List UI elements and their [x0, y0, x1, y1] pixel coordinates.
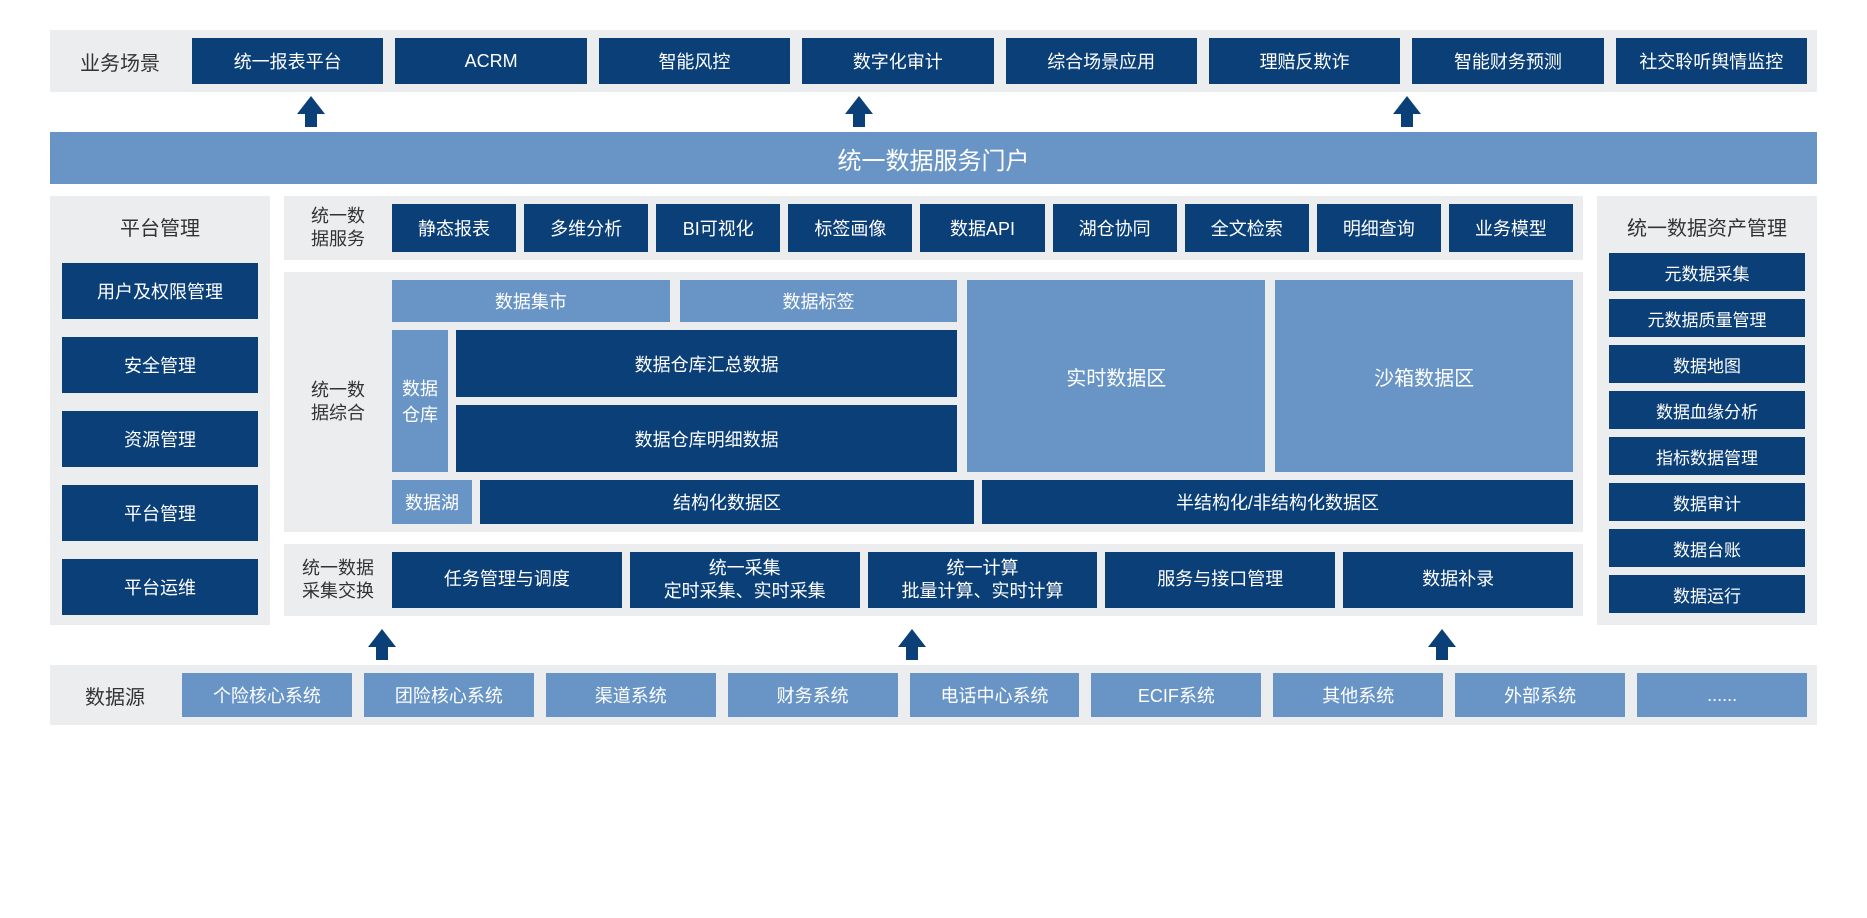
right-panel-item: 数据台账: [1609, 529, 1805, 567]
data-lake-label: 数据湖: [392, 480, 472, 524]
scenario-item: 智能风控: [599, 38, 790, 84]
left-panel-item: 平台运维: [62, 559, 258, 615]
platform-management-panel: 平台管理 用户及权限管理 安全管理 资源管理 平台管理 平台运维: [50, 196, 270, 625]
collect-item: 数据补录: [1343, 552, 1573, 608]
left-panel-item: 用户及权限管理: [62, 263, 258, 319]
collect-item: 统一采集 定时采集、实时采集: [630, 552, 860, 608]
warehouse-detail-box: 数据仓库明细数据: [456, 405, 957, 472]
right-panel-item: 数据运行: [1609, 575, 1805, 613]
left-panel-item: 资源管理: [62, 411, 258, 467]
right-panel-item: 元数据采集: [1609, 253, 1805, 291]
source-item: ECIF系统: [1091, 673, 1261, 717]
unified-data-collection-block: 统一数据 采集交换 任务管理与调度 统一采集 定时采集、实时采集 统一计算 批量…: [284, 544, 1583, 616]
data-asset-management-panel: 统一数据资产管理 元数据采集 元数据质量管理 数据地图 数据血缘分析 指标数据管…: [1597, 196, 1817, 625]
svc-item: 明细查询: [1317, 204, 1441, 252]
arrow-up-icon: [368, 629, 396, 647]
arrow-up-icon: [845, 96, 873, 114]
source-item: 个险核心系统: [182, 673, 352, 717]
svc-item: 静态报表: [392, 204, 516, 252]
right-panel-item: 元数据质量管理: [1609, 299, 1805, 337]
svc-item: 标签画像: [788, 204, 912, 252]
svc-item: 多维分析: [524, 204, 648, 252]
scenario-item: 数字化审计: [802, 38, 993, 84]
source-item: ......: [1637, 673, 1807, 717]
unified-data-collection-label: 统一数据 采集交换: [294, 552, 382, 608]
platform-management-title: 平台管理: [62, 206, 258, 245]
data-mart-box: 数据集市: [392, 280, 670, 322]
source-item: 财务系统: [728, 673, 898, 717]
arrow-row-top: [50, 92, 1817, 132]
left-panel-item: 平台管理: [62, 485, 258, 541]
arrow-up-icon: [297, 96, 325, 114]
scenario-item: 理赔反欺诈: [1209, 38, 1400, 84]
data-warehouse-label: 数据 仓库: [392, 330, 448, 472]
source-item: 团险核心系统: [364, 673, 534, 717]
left-panel-item: 安全管理: [62, 337, 258, 393]
scenario-item: 统一报表平台: [192, 38, 383, 84]
data-tag-box: 数据标签: [680, 280, 958, 322]
realtime-data-zone: 实时数据区: [967, 280, 1265, 472]
structured-data-zone: 结构化数据区: [480, 480, 974, 524]
scenario-item: 社交聆听舆情监控: [1616, 38, 1807, 84]
svc-item: 数据API: [920, 204, 1044, 252]
svc-item: 湖仓协同: [1053, 204, 1177, 252]
business-scenario-label: 业务场景: [60, 38, 180, 84]
collect-item: 统一计算 批量计算、实时计算: [868, 552, 1098, 608]
right-panel-item: 数据审计: [1609, 483, 1805, 521]
unstructured-data-zone: 半结构化/非结构化数据区: [982, 480, 1573, 524]
center-column: 统一数 据服务 静态报表 多维分析 BI可视化 标签画像 数据API 湖仓协同 …: [284, 196, 1583, 625]
source-item: 其他系统: [1273, 673, 1443, 717]
data-source-label: 数据源: [60, 673, 170, 717]
unified-data-comprehensive-label: 统一数 据综合: [294, 280, 382, 524]
portal-banner: 统一数据服务门户: [50, 132, 1817, 184]
business-scenario-row: 业务场景 统一报表平台 ACRM 智能风控 数字化审计 综合场景应用 理赔反欺诈…: [50, 30, 1817, 92]
arrow-up-icon: [1393, 96, 1421, 114]
source-item: 电话中心系统: [910, 673, 1080, 717]
sandbox-data-zone: 沙箱数据区: [1275, 280, 1573, 472]
data-source-row: 数据源 个险核心系统 团险核心系统 渠道系统 财务系统 电话中心系统 ECIF系…: [50, 665, 1817, 725]
main-three-column: 平台管理 用户及权限管理 安全管理 资源管理 平台管理 平台运维 统一数 据服务…: [50, 196, 1817, 625]
right-panel-item: 数据血缘分析: [1609, 391, 1805, 429]
scenario-item: 综合场景应用: [1006, 38, 1197, 84]
collect-item: 任务管理与调度: [392, 552, 622, 608]
svc-item: BI可视化: [656, 204, 780, 252]
right-panel-item: 数据地图: [1609, 345, 1805, 383]
collect-item: 服务与接口管理: [1105, 552, 1335, 608]
arrow-row-bottom: [50, 625, 1817, 665]
source-item: 外部系统: [1455, 673, 1625, 717]
svc-item: 全文检索: [1185, 204, 1309, 252]
svc-item: 业务模型: [1449, 204, 1573, 252]
source-item: 渠道系统: [546, 673, 716, 717]
scenario-item: ACRM: [395, 38, 586, 84]
arrow-up-icon: [1428, 629, 1456, 647]
arrow-up-icon: [898, 629, 926, 647]
unified-data-comprehensive-block: 统一数 据综合 数据集市 数据标签 数据 仓库 数据仓库汇总数据 数据仓库明细数…: [284, 272, 1583, 532]
data-asset-management-title: 统一数据资产管理: [1609, 206, 1805, 245]
unified-data-service-block: 统一数 据服务 静态报表 多维分析 BI可视化 标签画像 数据API 湖仓协同 …: [284, 196, 1583, 260]
warehouse-summary-box: 数据仓库汇总数据: [456, 330, 957, 397]
unified-data-service-label: 统一数 据服务: [294, 204, 382, 252]
right-panel-item: 指标数据管理: [1609, 437, 1805, 475]
scenario-item: 智能财务预测: [1412, 38, 1603, 84]
